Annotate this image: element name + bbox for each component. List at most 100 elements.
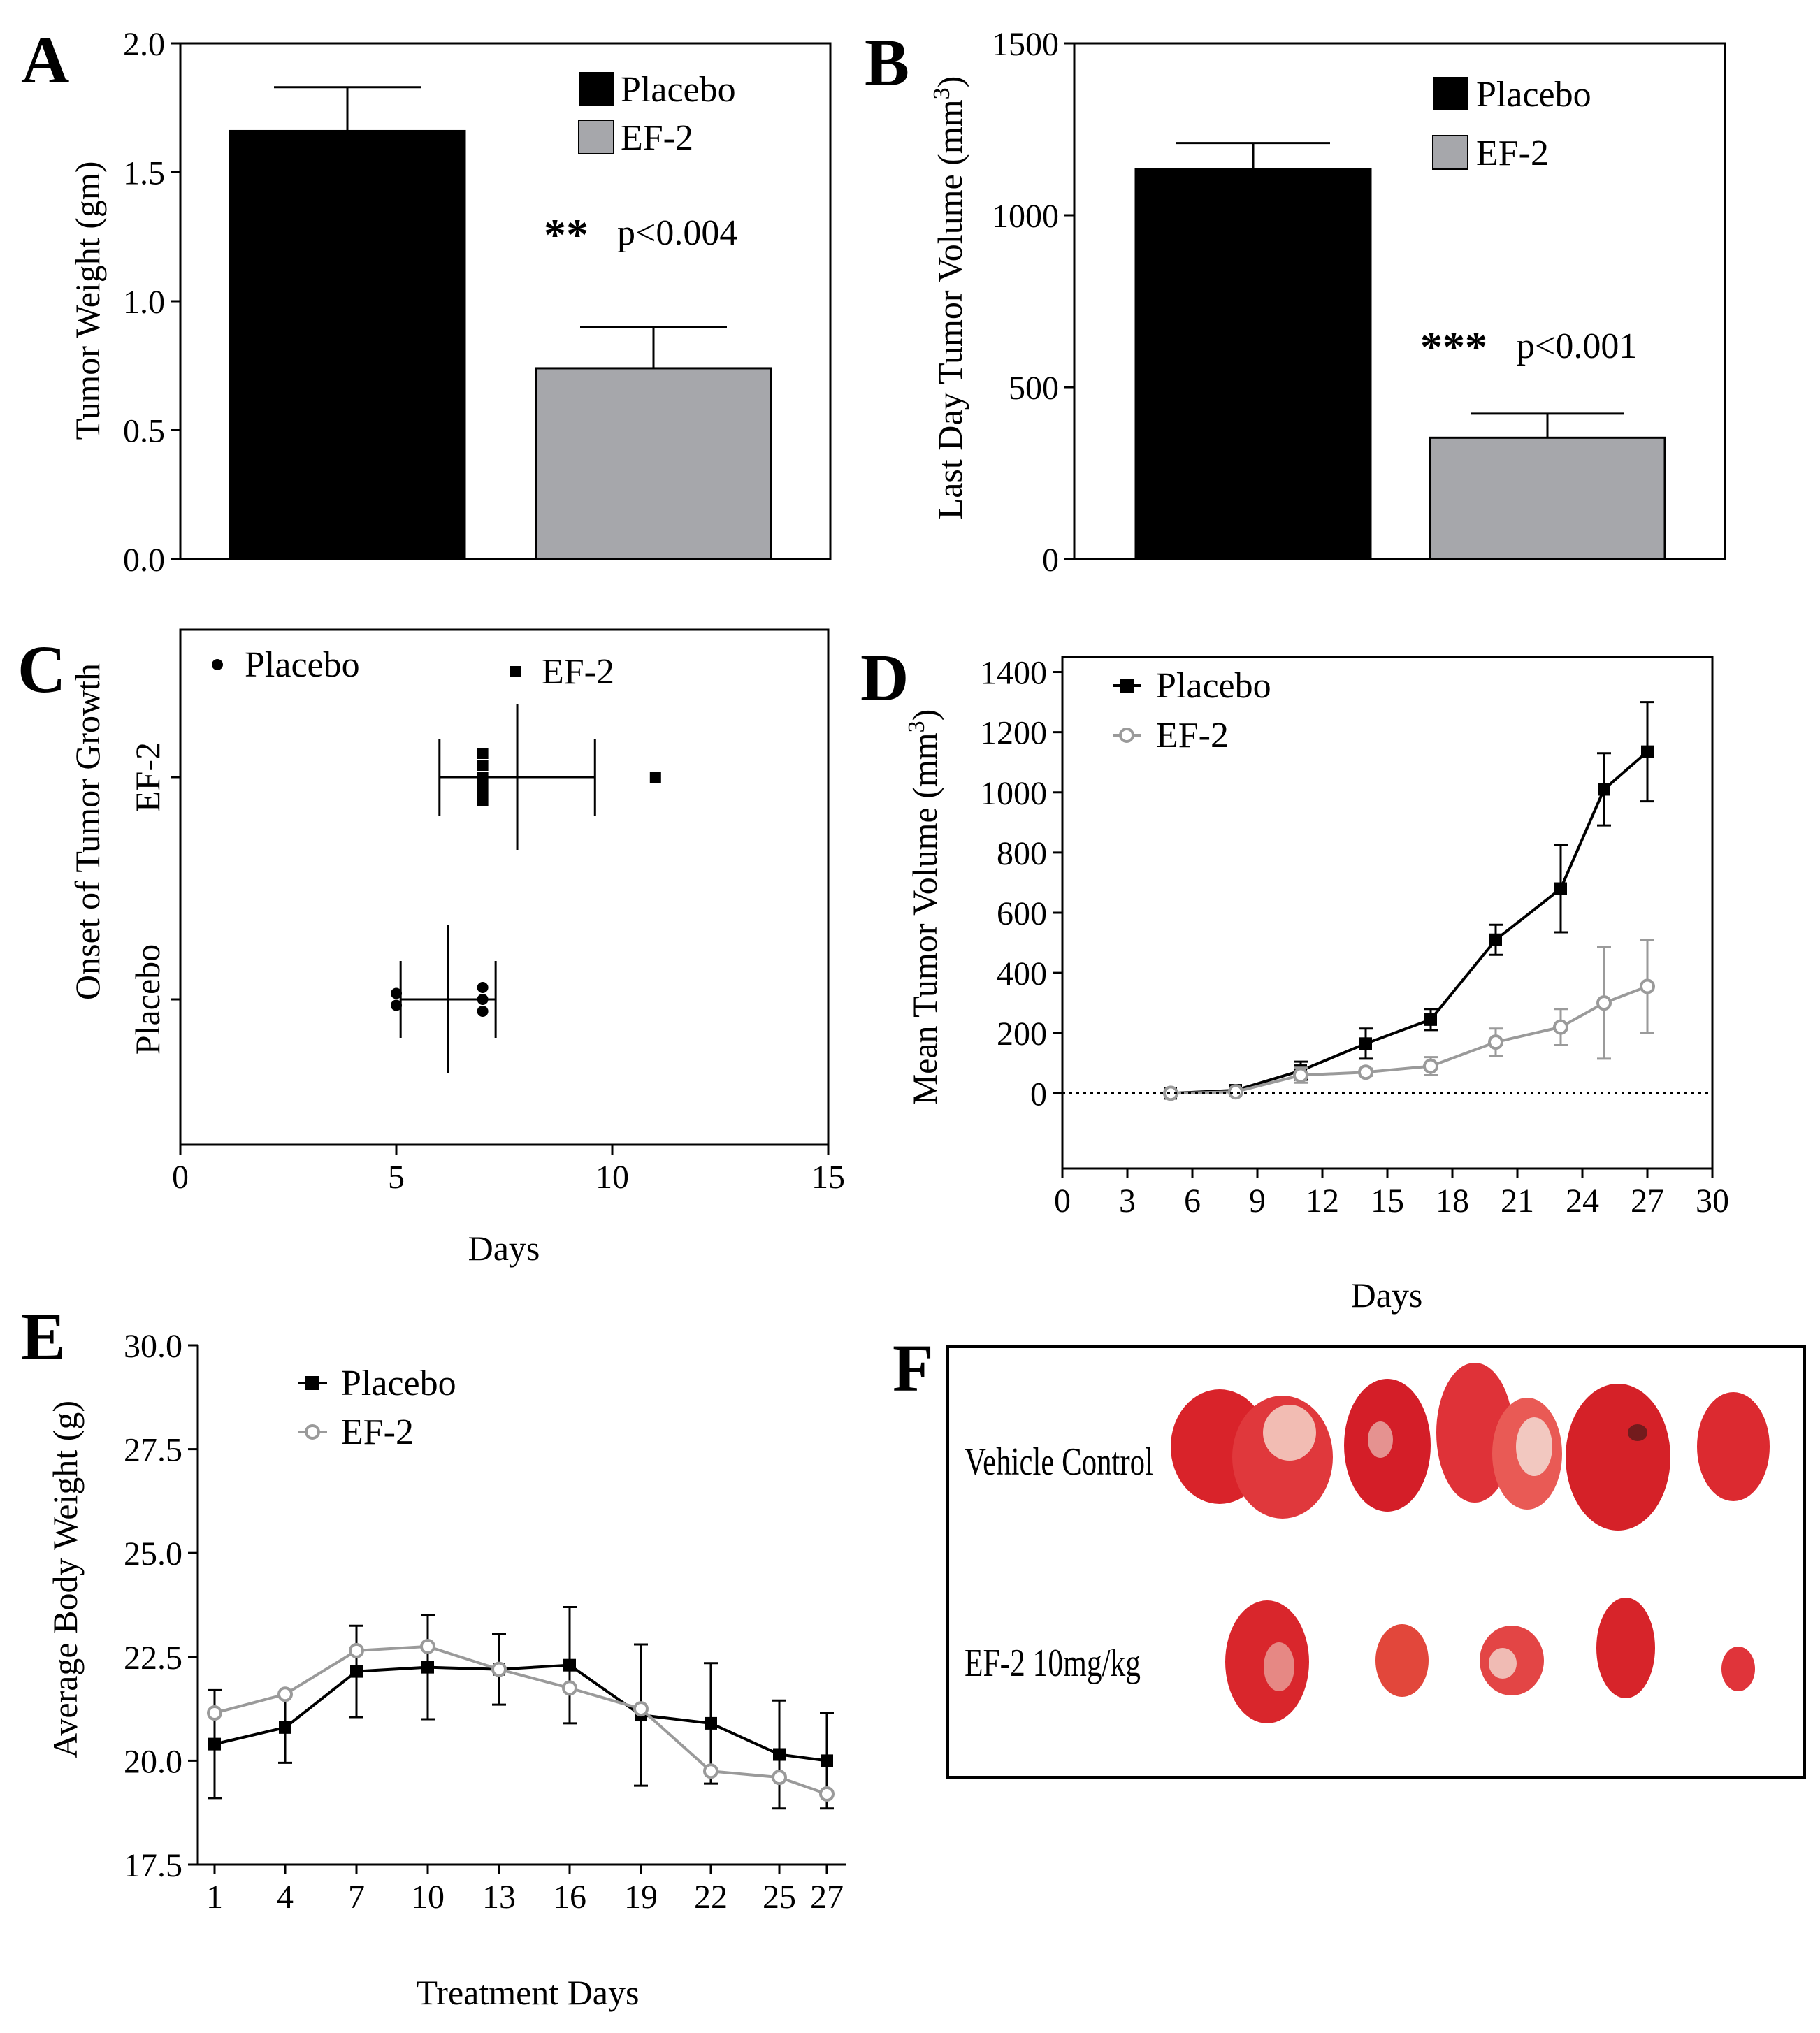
legend-swatch-placebo-a	[579, 72, 614, 106]
ytick-label-d-2: 400	[997, 955, 1047, 992]
xtick-label-e-9: 27	[810, 1879, 844, 1916]
legend-marker-ef2-e	[305, 1424, 320, 1440]
bar-a-placebo	[229, 129, 466, 560]
xtick-label-d-5: 15	[1371, 1182, 1404, 1220]
point-c-ef2	[649, 772, 661, 783]
legend-swatch-ef2-a	[578, 120, 614, 154]
xtick-label-e-8: 25	[763, 1879, 796, 1916]
point-c-ef2	[477, 783, 489, 795]
panel-c-xlabel: Days	[468, 1229, 540, 1268]
xtick-label-d-2: 6	[1184, 1182, 1201, 1220]
legend-label-placebo-e: Placebo	[341, 1363, 456, 1403]
xtick-label-d-10: 30	[1696, 1182, 1729, 1220]
series-line-e-ef-2	[214, 1644, 828, 1795]
point-c-ef2	[477, 748, 489, 759]
point-d-ef2-5	[1488, 1034, 1503, 1050]
point-d-placebo-4	[1424, 1013, 1437, 1026]
tumor-ef2-2	[1375, 1624, 1429, 1697]
legend-marker-placebo-e	[305, 1376, 319, 1390]
annotation-stars-a: **	[544, 210, 588, 259]
xtick-label-e-1: 4	[277, 1879, 294, 1916]
point-c-ef2	[477, 760, 489, 771]
legend-swatch-ef2-b	[1432, 135, 1468, 170]
tumor-vehicle-5	[1697, 1392, 1770, 1501]
xtick-label-d-8: 24	[1566, 1182, 1599, 1220]
point-d-ef2-7	[1596, 995, 1612, 1011]
point-e-placebo-8	[773, 1748, 786, 1761]
legend-label-ef2-c: EF-2	[542, 652, 614, 692]
ytick-label-e-2: 22.5	[124, 1640, 182, 1677]
panel-c-category-ef2: EF-2	[128, 742, 167, 812]
ytick-label-b-3: 1500	[992, 26, 1059, 63]
panel-label-a: A	[21, 22, 69, 97]
point-e-placebo-5	[563, 1658, 576, 1672]
bar-a-ef-2	[535, 367, 772, 560]
tumor-ef2-1-highlight	[1264, 1642, 1294, 1691]
series-line-e-placebo	[214, 1663, 828, 1763]
panel-label-b: B	[865, 25, 909, 100]
legend-marker-ef2-c	[510, 666, 521, 677]
xtick-label-d-9: 27	[1631, 1182, 1664, 1220]
ytick-label-e-1: 20.0	[124, 1743, 182, 1780]
photo-label-ef2: EF-2 10mg/kg	[965, 1642, 1141, 1685]
point-d-ef2-3	[1358, 1064, 1373, 1080]
panel-d: D 0 3 6 9 12 15 18 21 24 27 30 0 200 400 600 800 1000 120…	[860, 640, 1729, 1315]
xtick-label-e-7: 22	[694, 1879, 728, 1916]
point-e-placebo-1	[279, 1721, 291, 1734]
point-e-placebo-9	[821, 1754, 833, 1767]
point-d-placebo-8	[1641, 745, 1654, 758]
ytick-label-a-2: 1.0	[123, 284, 165, 321]
xtick-label-c-2: 10	[595, 1159, 629, 1196]
xtick-label-c-3: 15	[811, 1159, 845, 1196]
bar-b-ef-2	[1429, 436, 1666, 560]
point-d-ef2-1	[1228, 1084, 1243, 1100]
xtick-label-e-2: 7	[348, 1879, 365, 1916]
xtick-label-c-0: 0	[172, 1159, 189, 1196]
annotation-stars-b: ***	[1420, 322, 1487, 372]
legend-label-ef2-d: EF-2	[1156, 716, 1229, 755]
xtick-label-d-4: 12	[1306, 1182, 1339, 1220]
ytick-label-d-7: 1400	[980, 655, 1047, 692]
point-c-placebo	[477, 982, 489, 993]
point-e-placebo-0	[208, 1737, 221, 1751]
ytick-label-e-0: 17.5	[124, 1847, 182, 1884]
ytick-label-b-1: 500	[1009, 370, 1059, 407]
xtick-label-d-7: 21	[1501, 1182, 1534, 1220]
point-d-ef2-2	[1293, 1067, 1308, 1083]
xtick-label-e-5: 16	[553, 1879, 586, 1916]
ytick-label-d-1: 200	[997, 1015, 1047, 1052]
plot-frame-b	[1073, 42, 1726, 560]
point-e-placebo-2	[350, 1665, 363, 1678]
point-d-ef2-8	[1640, 978, 1655, 994]
bar-b-placebo	[1134, 168, 1372, 560]
legend-marker-placebo-d	[1120, 679, 1134, 693]
ytick-label-d-6: 1200	[980, 715, 1047, 752]
plot-frame-c	[179, 628, 830, 1146]
point-d-placebo-3	[1359, 1037, 1372, 1050]
point-e-placebo-3	[421, 1661, 434, 1674]
panel-e: E 17.5 20.0 22.5 25.0 27.5 30.0 1 4 7 10 13 16 19 22 2…	[21, 1299, 846, 2012]
tumor-vehicle-3-highlight	[1516, 1417, 1552, 1476]
point-d-ef2-6	[1553, 1019, 1568, 1035]
legend-label-placebo-a: Placebo	[621, 70, 736, 110]
xtick-label-d-0: 0	[1054, 1182, 1071, 1220]
point-e-ef2-3	[420, 1638, 435, 1654]
point-c-placebo	[391, 999, 402, 1011]
legend-label-ef2-e: EF-2	[341, 1412, 414, 1452]
xtick-label-d-1: 3	[1119, 1182, 1136, 1220]
panel-f: F Vehicle Control EF-2 10mg/kg	[893, 1331, 1806, 1779]
panel-label-f: F	[893, 1331, 934, 1405]
xtick-label-c-1: 5	[388, 1159, 405, 1196]
point-e-ef2-0	[207, 1705, 222, 1721]
point-d-placebo-7	[1598, 783, 1610, 796]
ytick-label-b-2: 1000	[992, 198, 1059, 235]
tumor-vehicle-1-highlight	[1263, 1405, 1316, 1461]
annotation-p-b: p<0.001	[1517, 326, 1637, 366]
point-e-placebo-7	[705, 1716, 717, 1730]
panel-c-ylabel: Onset of Tumor Growth	[68, 663, 107, 1000]
series-line-d-placebo	[1170, 751, 1649, 1095]
panel-c: C 0 5 10 15 Onset of Tumor Growth EF-2 Plac…	[17, 628, 845, 1268]
point-e-ef2-8	[772, 1770, 787, 1786]
point-c-ef2	[477, 795, 489, 806]
